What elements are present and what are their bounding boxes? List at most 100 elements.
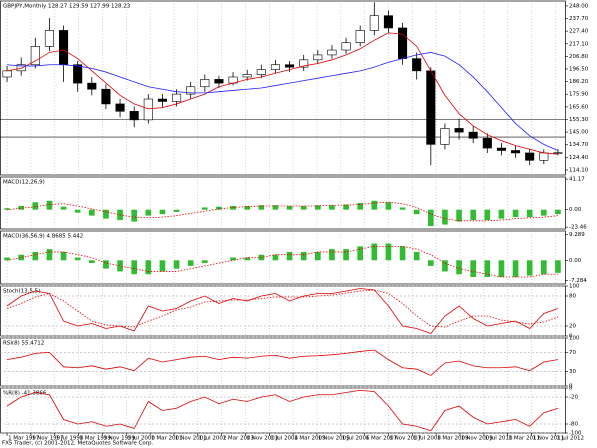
x-tick-label: 1 Nov 2001 (175, 436, 207, 442)
x-tick-label: 1 Mar 2011 (509, 436, 540, 442)
histogram-bar (159, 209, 166, 215)
histogram-bar (427, 209, 434, 227)
histogram-bar (272, 254, 279, 261)
histogram-bar (131, 260, 138, 275)
x-tick-label: 1 Mar 2003 (223, 436, 255, 442)
histogram-bar (286, 251, 293, 261)
histogram-bar (131, 209, 138, 222)
candle-body (313, 54, 323, 61)
y-tick-label: -100 (569, 431, 582, 437)
histogram-bar (555, 260, 561, 273)
panel-title: %R(8) -41.3866 (3, 391, 47, 397)
x-tick-label: 1 Mar 1999 (80, 436, 112, 442)
histogram-bar (32, 202, 39, 210)
x-tick-label: 1 Jul 2006 (342, 436, 370, 442)
histogram-bar (498, 209, 505, 219)
histogram-bar (512, 260, 519, 278)
panel-title: Stoch(13,5,5) (3, 289, 40, 295)
candle-body (539, 152, 549, 161)
candle-body (44, 30, 54, 47)
y-tick-label: 227.40 (569, 29, 589, 35)
histogram-bar (371, 200, 378, 210)
candle-body (143, 98, 153, 121)
histogram-bar (470, 209, 477, 221)
panel-frame (0, 0, 566, 176)
histogram-bar (300, 205, 307, 210)
x-tick-label: 1 Nov 2003 (246, 436, 278, 442)
candle-body (511, 150, 521, 154)
histogram-bar (343, 249, 349, 261)
y-tick-label: 186.20 (569, 79, 589, 85)
histogram-bar (540, 209, 547, 216)
x-tick-label: 1 Jul 2002 (199, 436, 227, 442)
x-tick-label: 1 Nov 2007 (389, 436, 421, 442)
histogram-bar (470, 260, 477, 278)
histogram-bar (46, 249, 53, 261)
y-tick-label: 165.60 (569, 104, 589, 110)
histogram-bar (314, 205, 321, 210)
indicator-line (6, 349, 559, 376)
histogram-bar (314, 251, 321, 261)
histogram-bar (230, 257, 236, 261)
y-tick-label: 30 (569, 369, 576, 375)
y-tick-label: 20 (569, 324, 576, 330)
moving-average (6, 32, 558, 155)
candle-body (101, 88, 111, 105)
histogram-bar (173, 260, 180, 269)
candle-body (327, 49, 337, 56)
x-tick-label: 1 Jul 2004 (270, 436, 298, 442)
histogram-bar (244, 257, 251, 261)
panel-title: RSI(8) 55.4712 (3, 341, 44, 347)
y-tick-label: -20 (569, 395, 578, 401)
indicator-line (6, 389, 559, 432)
y-tick-label: 145.00 (569, 130, 589, 136)
histogram-bar (399, 246, 406, 261)
panel-frame (0, 387, 566, 434)
y-tick-label: 134.70 (569, 142, 589, 148)
candle-body (214, 79, 224, 84)
candle-body (2, 70, 12, 78)
footer: FX5 Trader, (c) 2001-2012, MetaQuotes So… (2, 441, 153, 447)
candle-body (256, 69, 266, 75)
histogram-bar (413, 209, 420, 215)
candle-body (242, 74, 252, 78)
candle-body (440, 128, 450, 145)
x-tick-label: 1 Mar 2005 (294, 436, 326, 442)
y-tick-label: 248.00 (569, 3, 589, 9)
y-tick-label: 100 (569, 336, 580, 342)
y-tick-label: 41.17 (569, 177, 585, 183)
candle-body (369, 15, 379, 31)
candle-body (426, 70, 436, 145)
signal-line (6, 245, 558, 278)
y-tick-label: 0.00 (569, 258, 582, 264)
histogram-bar (145, 260, 152, 275)
y-tick-label: 0 (569, 384, 573, 390)
x-tick-label: 1 Jul 2000 (127, 436, 155, 442)
y-tick-label: 0 (569, 334, 573, 340)
histogram-bar (187, 260, 194, 266)
histogram-bar (286, 205, 293, 210)
candle-body (30, 46, 40, 66)
histogram-bar (300, 251, 307, 261)
indicator-line (6, 289, 559, 328)
candle-body (87, 82, 97, 90)
candle-body (454, 128, 464, 133)
y-tick-label: 100 (569, 284, 580, 290)
panel-frame (0, 285, 566, 337)
candle-body (412, 58, 422, 72)
y-tick-label: 70 (569, 350, 576, 356)
candle-body (341, 42, 351, 51)
histogram-bar (145, 209, 152, 216)
y-tick-label: 175.90 (569, 92, 589, 98)
y-tick-label: 196.50 (569, 67, 589, 73)
candle-body (115, 103, 125, 112)
histogram-bar (32, 251, 39, 261)
x-tick-label: 1 Nov 1999 (103, 436, 135, 442)
y-tick-label: -7.284 (569, 278, 587, 284)
candle-body (129, 110, 139, 121)
candle-body (496, 147, 506, 151)
candle-body (172, 93, 182, 102)
candle-body (553, 152, 563, 154)
candle-body (398, 27, 408, 59)
